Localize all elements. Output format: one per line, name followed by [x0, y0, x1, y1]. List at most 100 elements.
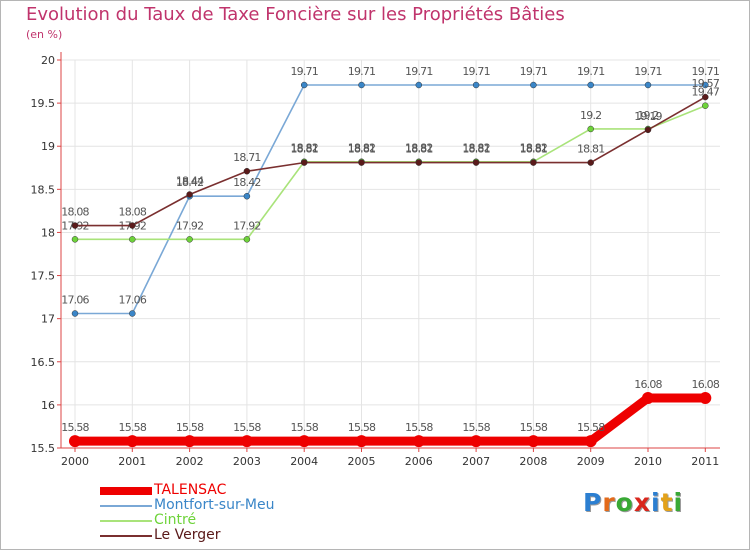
- data-label: 18.81: [577, 143, 605, 156]
- data-label: 15.58: [290, 421, 318, 434]
- y-tick-label: 17.5: [31, 270, 56, 283]
- data-point: [240, 435, 253, 448]
- legend-label: Montfort-sur-Meu: [154, 497, 275, 513]
- data-label: 18.81: [520, 143, 548, 156]
- data-label: 19.71: [462, 65, 490, 78]
- data-point: [129, 310, 136, 317]
- data-label: 15.58: [61, 421, 89, 434]
- y-tick-label: 18: [41, 226, 55, 239]
- data-label: 17.06: [61, 293, 89, 306]
- data-point: [644, 81, 652, 89]
- data-point: [71, 310, 79, 317]
- y-tick-label: 19: [41, 140, 55, 153]
- data-label: 19.57: [692, 77, 720, 90]
- data-point: [472, 159, 480, 166]
- x-tick-label: 2001: [118, 455, 146, 468]
- x-tick-label: 2005: [348, 455, 376, 468]
- y-tick-label: 17: [41, 313, 55, 326]
- data-point: [358, 159, 365, 166]
- data-point: [470, 435, 483, 448]
- data-label: 18.81: [290, 143, 318, 156]
- y-tick-label: 19.5: [31, 97, 56, 110]
- data-label: 19.71: [520, 65, 548, 78]
- data-point: [129, 236, 136, 243]
- data-label: 16.08: [634, 378, 662, 391]
- data-label: 18.81: [348, 143, 376, 156]
- data-label: 18.82: [290, 142, 318, 155]
- data-point: [186, 236, 193, 243]
- data-label: 18.82: [462, 142, 490, 155]
- legend-swatch: [100, 520, 152, 522]
- x-tick-label: 2002: [176, 455, 204, 468]
- x-tick-label: 2007: [462, 455, 490, 468]
- data-point: [415, 159, 423, 166]
- data-point: [243, 236, 251, 243]
- data-point: [298, 435, 311, 448]
- x-tick-label: 2006: [405, 455, 433, 468]
- logo-letter: r: [602, 488, 616, 517]
- data-label: 15.58: [405, 421, 433, 434]
- x-tick-label: 2011: [691, 455, 719, 468]
- data-label: 18.81: [405, 143, 433, 156]
- x-tick-label: 2004: [290, 455, 318, 468]
- data-label: 19.71: [634, 65, 662, 78]
- data-label: 18.08: [119, 206, 147, 219]
- legend-label: Le Verger: [154, 527, 221, 543]
- x-tick-label: 2000: [61, 455, 89, 468]
- data-point: [530, 159, 537, 166]
- data-point: [702, 102, 709, 109]
- legend-label: Cintré: [154, 512, 197, 528]
- data-point: [300, 159, 308, 166]
- logo-letter: P: [583, 488, 603, 517]
- data-point: [300, 81, 308, 89]
- data-label: 18.81: [462, 143, 490, 156]
- series-line-cintr-: [74, 104, 707, 241]
- logo-letter: i: [673, 488, 684, 517]
- data-label: 17.06: [119, 293, 147, 306]
- data-label: 18.82: [520, 142, 548, 155]
- data-point: [584, 435, 597, 448]
- data-label: 19.71: [405, 65, 433, 78]
- data-point: [183, 435, 196, 448]
- legend-swatch: [100, 535, 152, 537]
- data-label: 18.82: [405, 142, 433, 155]
- data-label: 19.47: [692, 86, 720, 99]
- data-point: [587, 125, 594, 133]
- y-axis-unit-label: (en %): [26, 28, 63, 41]
- data-label: 15.58: [176, 421, 204, 434]
- data-label: 15.58: [462, 421, 490, 434]
- data-label: 18.08: [61, 206, 89, 219]
- data-point: [358, 81, 365, 89]
- y-tick-label: 16.5: [31, 356, 56, 369]
- y-tick-label: 15.5: [31, 442, 56, 455]
- data-point: [126, 435, 139, 448]
- legend-swatch: [100, 505, 152, 507]
- data-point: [355, 435, 368, 448]
- data-label: 19.71: [290, 65, 318, 78]
- data-label: 18.42: [176, 176, 204, 189]
- y-tick-label: 16: [41, 399, 55, 412]
- data-label: 15.58: [233, 421, 261, 434]
- data-point: [243, 167, 251, 175]
- y-tick-label: 20: [41, 54, 55, 67]
- x-tick-label: 2008: [519, 455, 547, 468]
- data-point: [642, 391, 654, 404]
- data-label: 18.44: [176, 175, 204, 188]
- x-tick-label: 2009: [577, 455, 605, 468]
- logo-letter: i: [651, 488, 661, 517]
- data-point: [71, 236, 79, 243]
- data-label: 19.71: [577, 65, 605, 78]
- data-label: 15.58: [119, 421, 147, 434]
- legend-swatch: [100, 487, 152, 495]
- data-point: [71, 222, 79, 229]
- data-label: 17.92: [176, 219, 204, 232]
- data-point: [472, 81, 480, 89]
- data-point: [587, 159, 594, 166]
- data-label: 15.58: [520, 421, 548, 434]
- data-label: 19.2: [637, 109, 658, 122]
- logo-letter: x: [633, 488, 651, 517]
- series-line-talensac: [70, 393, 710, 446]
- data-label: 18.71: [233, 151, 261, 164]
- data-point: [644, 126, 652, 134]
- data-point: [69, 435, 81, 448]
